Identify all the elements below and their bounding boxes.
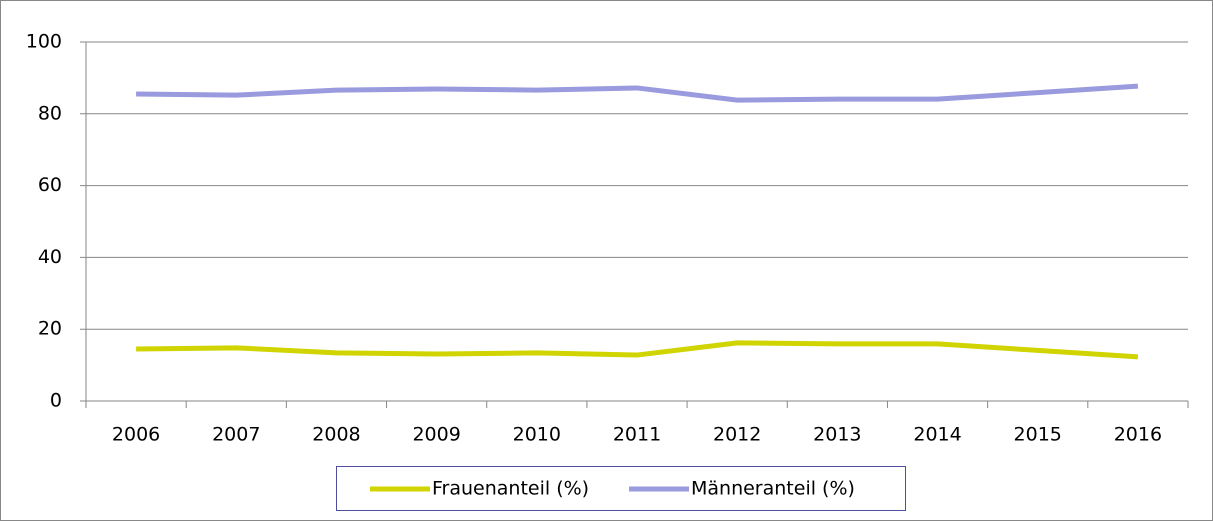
- x-tick-label: 2014: [913, 424, 961, 446]
- series-line: [136, 83, 1139, 103]
- y-tick-label: 80: [38, 102, 62, 124]
- y-tick-label: 60: [38, 174, 62, 196]
- y-tick-label: 0: [50, 390, 62, 412]
- x-tick-label: 2013: [813, 424, 861, 446]
- x-tick-label: 2011: [613, 424, 661, 446]
- x-tick-label: 2012: [713, 424, 761, 446]
- y-tick-label: 100: [26, 31, 62, 53]
- x-tick-label: 2010: [513, 424, 561, 446]
- x-tick-label: 2006: [112, 424, 160, 446]
- y-tick-label: 40: [38, 246, 62, 268]
- legend-label: Männeranteil (%): [691, 478, 855, 500]
- x-tick-label: 2007: [212, 424, 260, 446]
- x-tick-label: 2016: [1114, 424, 1162, 446]
- legend-label: Frauenanteil (%): [432, 478, 589, 500]
- x-tick-label: 2015: [1014, 424, 1062, 446]
- legend-box: [336, 466, 906, 511]
- x-tick-label: 2009: [412, 424, 460, 446]
- x-tick-label: 2008: [312, 424, 360, 446]
- y-tick-label: 20: [38, 318, 62, 340]
- series-line: [136, 340, 1139, 360]
